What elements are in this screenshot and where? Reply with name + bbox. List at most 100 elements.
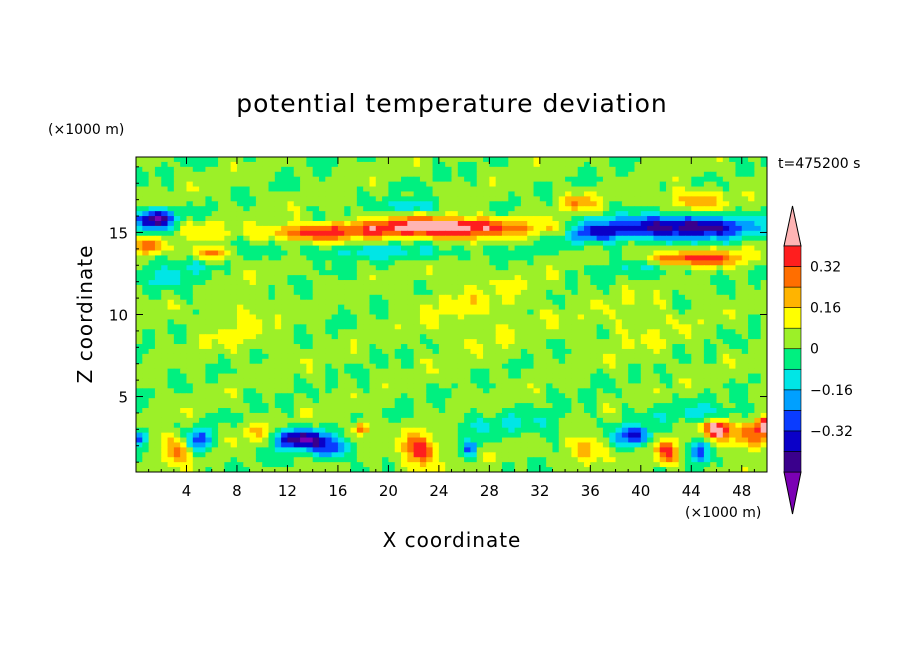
heatmap-cell xyxy=(337,181,345,188)
heatmap-cell xyxy=(520,201,528,207)
heatmap-cell xyxy=(394,186,402,193)
heatmap-cell xyxy=(489,171,497,178)
heatmap-cell xyxy=(369,353,377,360)
heatmap-cell xyxy=(615,211,623,217)
heatmap-cell xyxy=(621,388,629,394)
heatmap-cell xyxy=(710,235,718,242)
heatmap-cell xyxy=(577,314,585,321)
heatmap-cell xyxy=(350,230,358,237)
heatmap-cell xyxy=(173,211,181,217)
heatmap-cell xyxy=(186,161,194,168)
heatmap-cell xyxy=(268,383,276,389)
heatmap-cell xyxy=(470,309,478,316)
heatmap-cell xyxy=(672,334,680,340)
heatmap-cell xyxy=(180,245,188,252)
heatmap-cell xyxy=(205,388,213,394)
heatmap-cell xyxy=(489,235,497,242)
heatmap-cell xyxy=(489,363,497,370)
heatmap-cell xyxy=(419,324,427,330)
heatmap-cell xyxy=(577,373,585,380)
heatmap-cell xyxy=(476,363,484,370)
heatmap-cell xyxy=(161,393,169,399)
heatmap-cell xyxy=(318,191,326,197)
heatmap-cell xyxy=(230,314,238,321)
heatmap-cell xyxy=(508,166,516,173)
heatmap-cell xyxy=(401,235,408,242)
heatmap-cell xyxy=(621,275,629,281)
heatmap-cell xyxy=(173,334,181,340)
heatmap-cell xyxy=(514,216,522,222)
heatmap-cell xyxy=(300,230,307,237)
heatmap-cell xyxy=(407,304,415,311)
heatmap-cell xyxy=(754,275,762,281)
heatmap-cell xyxy=(697,191,705,197)
heatmap-cell xyxy=(419,353,427,360)
heatmap-cell xyxy=(508,344,516,350)
heatmap-cell xyxy=(293,383,301,389)
heatmap-cell xyxy=(741,319,749,325)
heatmap-cell xyxy=(445,211,453,217)
heatmap-cell xyxy=(451,186,459,193)
heatmap-cell xyxy=(274,255,282,261)
heatmap-cell xyxy=(754,383,762,389)
heatmap-cell xyxy=(274,176,282,183)
heatmap-cell xyxy=(539,299,547,306)
heatmap-cell xyxy=(495,191,503,197)
heatmap-cell xyxy=(148,230,156,237)
heatmap-cell xyxy=(388,161,396,168)
heatmap-cell xyxy=(558,161,566,168)
heatmap-cell xyxy=(363,368,371,375)
heatmap-cell xyxy=(527,334,535,340)
heatmap-cell xyxy=(255,201,263,207)
heatmap-cell xyxy=(451,235,459,242)
heatmap-cell xyxy=(249,329,257,335)
heatmap-cell xyxy=(476,196,484,202)
heatmap-cell xyxy=(602,235,610,242)
heatmap-cell xyxy=(243,245,251,252)
heatmap-cell xyxy=(640,363,648,370)
heatmap-cell xyxy=(590,348,598,355)
heatmap-cell xyxy=(596,314,604,321)
heatmap-cell xyxy=(211,388,219,394)
heatmap-cell xyxy=(489,314,497,321)
heatmap-cell xyxy=(527,201,535,207)
heatmap-cell xyxy=(691,368,699,375)
heatmap-cell xyxy=(735,166,743,173)
heatmap-cell xyxy=(331,388,339,394)
heatmap-cell xyxy=(476,270,484,276)
heatmap-cell xyxy=(369,393,377,399)
heatmap-cell xyxy=(432,344,440,350)
heatmap-cell xyxy=(161,378,169,384)
heatmap-cell xyxy=(375,363,383,370)
heatmap-cell xyxy=(495,383,503,389)
heatmap-cell xyxy=(382,220,389,227)
heatmap-cell xyxy=(243,225,251,232)
heatmap-cell xyxy=(142,191,150,197)
heatmap-cell xyxy=(262,334,270,340)
heatmap-cell xyxy=(407,265,415,271)
heatmap-cell xyxy=(684,398,692,404)
heatmap-cell xyxy=(672,284,680,291)
heatmap-cell xyxy=(546,206,554,212)
heatmap-cell xyxy=(520,245,528,252)
heatmap-cell xyxy=(666,176,673,183)
heatmap-cell xyxy=(584,235,591,242)
heatmap-cell xyxy=(243,191,251,197)
heatmap-cell xyxy=(539,280,547,286)
heatmap-cell xyxy=(684,181,692,188)
heatmap-cell xyxy=(666,393,673,399)
heatmap-cell xyxy=(161,383,169,389)
heatmap-cell xyxy=(464,309,472,316)
heatmap-cell xyxy=(369,344,377,350)
heatmap-cell xyxy=(571,186,579,193)
heatmap-cell xyxy=(350,206,358,212)
heatmap-cell xyxy=(268,373,276,380)
heatmap-cell xyxy=(293,220,301,227)
heatmap-cell xyxy=(464,314,472,321)
heatmap-cell xyxy=(476,319,484,325)
heatmap-cell xyxy=(495,393,503,399)
heatmap-cell xyxy=(672,166,680,173)
heatmap-cell xyxy=(489,255,497,261)
heatmap-cell xyxy=(716,171,724,178)
heatmap-cell xyxy=(224,196,232,202)
